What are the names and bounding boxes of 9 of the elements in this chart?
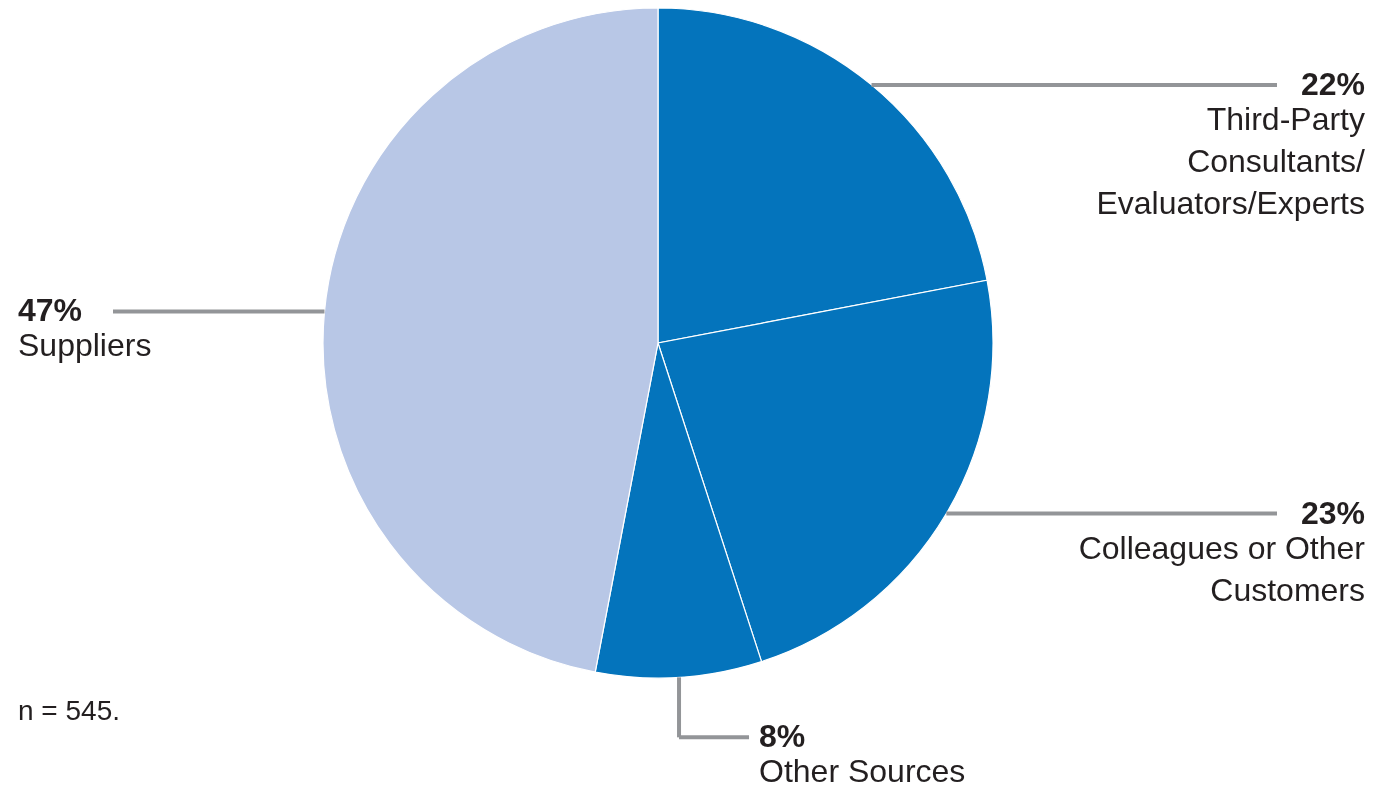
slice-label: Suppliers xyxy=(18,327,152,364)
data-label: 23% xyxy=(1300,494,1365,531)
data-label: 22% xyxy=(1300,65,1365,102)
data-label: 47% xyxy=(18,292,83,329)
text: n = 545. xyxy=(18,695,120,726)
slice-label: Other Sources xyxy=(759,753,966,790)
data-label: 8% xyxy=(759,718,806,755)
slice-label: Colleagues or Other Customers xyxy=(1078,529,1366,608)
slice-label: Third-Party Consultants/ Evaluators/Experts xyxy=(1096,100,1366,221)
